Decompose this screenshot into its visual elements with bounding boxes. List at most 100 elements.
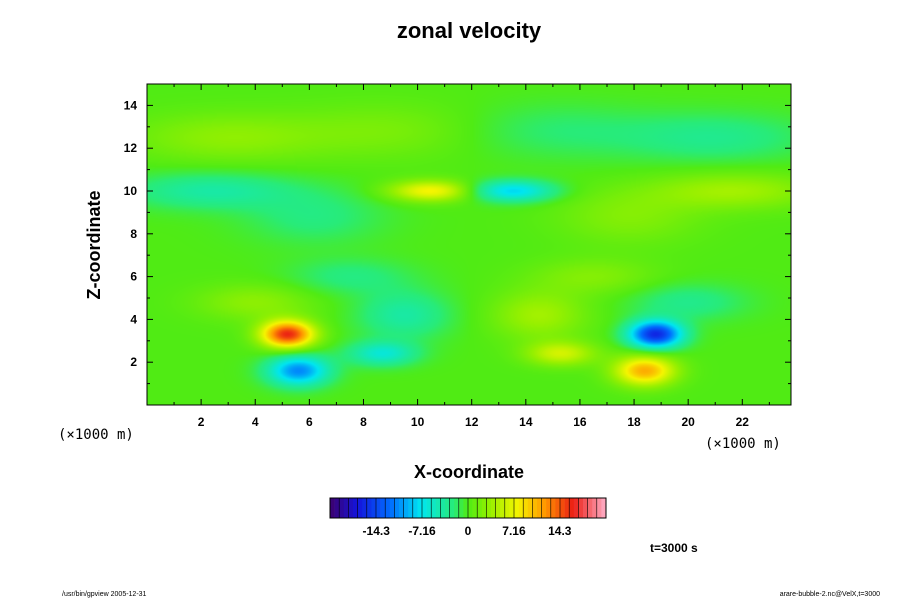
colorbar-segment [376,498,381,518]
colorbar-segment [546,498,552,518]
colorbar-segment [371,498,377,518]
colorbar-segment [412,498,418,518]
x-axis-label: X-coordinate [414,462,524,482]
x-axis: 2 4 6 8 10 12 14 16 18 20 22 [173,84,770,429]
time-label: t=3000 s [650,541,698,555]
colorbar-segment [403,498,409,518]
colorbar-segment [601,498,607,518]
x-tick-label: 20 [681,415,695,429]
colorbar-segment [509,498,515,518]
colorbar-segment [353,498,358,518]
colorbar-segment [468,498,473,518]
colorbar-segment [399,498,404,518]
colorbar-segment [560,498,565,518]
colorbar-segment [422,498,427,518]
colorbar-segment [514,498,519,518]
colorbar-segment [527,498,533,518]
x-tick-label: 2 [198,415,205,429]
colorbar-segment [495,498,501,518]
y-tick-label: 12 [124,141,138,155]
colorbar-segment [343,498,349,518]
colorbar-segment [578,498,584,518]
colorbar-segment [458,498,464,518]
y-tick-label: 14 [124,98,138,112]
colorbar-segment [334,498,340,518]
colorbar-segment [573,498,579,518]
x-tick-label: 4 [252,415,259,429]
y-tick-label: 2 [130,355,137,369]
colorbar-segment [417,498,423,518]
y-axis-label: Z-coordinate [84,190,104,299]
colorbar-segment [330,498,335,518]
plot-frame [146,83,792,406]
colorbar-segment [380,498,386,518]
y-tick-label: 6 [130,270,137,284]
colorbar-segment [362,498,368,518]
x-tick-label: 18 [627,415,641,429]
colorbar-segment [408,498,414,518]
y-tick-label: 4 [130,312,137,326]
colorbar-segment [472,498,478,518]
colorbar-segment [555,498,561,518]
colorbar-segment [357,498,363,518]
colorbar-segment [454,498,460,518]
x-tick-label: 10 [411,415,425,429]
x-tick-label: 6 [306,415,313,429]
y-tick-label: 8 [130,227,137,241]
colorbar-tick-label: -7.16 [408,524,436,538]
colorbar-segment [537,498,542,518]
y-unit-note: (×1000 m) [58,427,134,443]
colorbar-segment [592,498,598,518]
colorbar-segment [463,498,469,518]
colorbar-segment [587,498,593,518]
colorbar-tick-label: 0 [465,524,472,538]
colorbar-segment [486,498,492,518]
colorbar-frame [329,497,607,519]
colorbar-segment [385,498,391,518]
y-axis: 2 4 6 8 10 12 14 [124,98,791,385]
x-tick-label: 16 [573,415,587,429]
y-tick-label: 10 [124,184,138,198]
colorbar-segment [449,498,455,518]
heatmap-field [147,84,791,405]
heatmap-plot-area [146,83,792,406]
colorbar-segment [583,498,588,518]
colorbar-segment [435,498,441,518]
colorbar-tick-label: 7.16 [502,524,526,538]
footer-left: /usr/bin/gpview 2005-12-31 [62,591,147,598]
colorbar-segment [366,498,372,518]
colorbar-segment [389,498,395,518]
footer-right: arare-bubble-2.nc@VelX,t=3000 [780,591,880,598]
colorbar-segment [431,498,437,518]
colorbar-segment [426,498,432,518]
x-tick-label: 8 [360,415,367,429]
colorbar-segment [518,498,524,518]
colorbar-tick-label: 14.3 [548,524,572,538]
x-tick-label: 22 [736,415,750,429]
colorbar-segment [477,498,483,518]
colorbar-segment [523,498,529,518]
x-tick-label: 14 [519,415,533,429]
colorbar-segment [445,498,450,518]
colorbar-segment [569,498,575,518]
colorbar-segment [541,498,547,518]
colorbar-segment [394,498,400,518]
colorbar-segment [491,498,496,518]
colorbar-segment [504,498,510,518]
colorbar-segment [339,498,345,518]
colorbar-segment [532,498,538,518]
colorbar-segment [440,498,446,518]
chart-title: zonal velocity [397,18,542,43]
colorbar-segment [596,498,602,518]
x-unit-note: (×1000 m) [705,436,781,452]
colorbar [329,497,607,519]
colorbar-segment [500,498,506,518]
colorbar-segment [550,498,556,518]
colorbar-tick-label: -14.3 [363,524,391,538]
colorbar-tick-labels: -14.3 -7.16 0 7.16 14.3 [363,524,572,538]
colorbar-segment [481,498,487,518]
x-tick-label: 12 [465,415,479,429]
colorbar-segment [564,498,570,518]
colorbar-segment [348,498,354,518]
